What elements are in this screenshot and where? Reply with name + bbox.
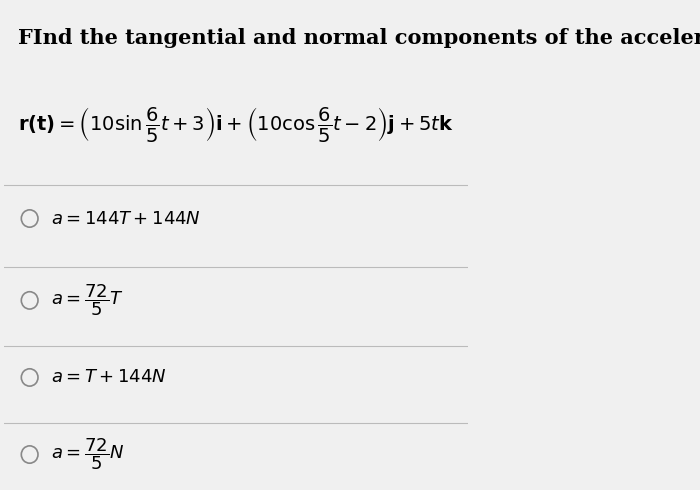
Text: $a = 144T + 144N$: $a = 144T + 144N$: [50, 210, 200, 227]
Text: $a = \dfrac{72}{5}N$: $a = \dfrac{72}{5}N$: [50, 437, 124, 472]
Text: $a = T + 144N$: $a = T + 144N$: [50, 368, 166, 387]
Text: $a = \dfrac{72}{5}T$: $a = \dfrac{72}{5}T$: [50, 283, 123, 318]
Text: $\mathbf{r(t)} = \left(10\sin\dfrac{6}{5}t+3\right)\mathbf{i} + \left(10\cos\dfr: $\mathbf{r(t)} = \left(10\sin\dfrac{6}{5…: [18, 105, 454, 145]
Text: FInd the tangential and normal components of the acceleration.: FInd the tangential and normal component…: [18, 28, 700, 48]
